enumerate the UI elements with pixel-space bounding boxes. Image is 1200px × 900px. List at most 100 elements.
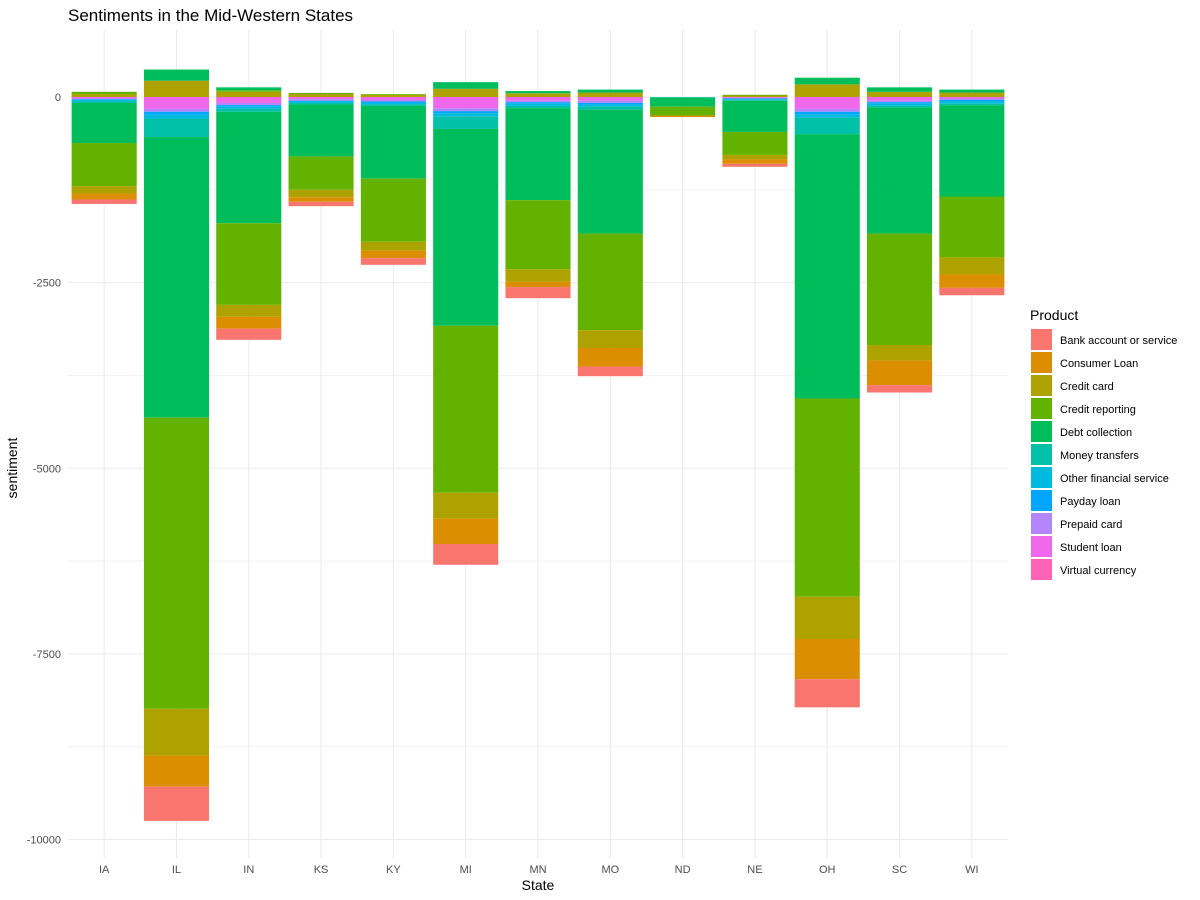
legend-label: Virtual currency xyxy=(1060,565,1137,577)
bar-segment xyxy=(867,344,933,361)
bar-segment xyxy=(794,596,860,640)
bar-segment xyxy=(722,131,788,155)
bar-segment xyxy=(939,196,1005,258)
legend-label: Prepaid card xyxy=(1060,519,1122,531)
bar-segment xyxy=(505,269,571,282)
legend-label: Credit card xyxy=(1060,381,1114,393)
bar-segment xyxy=(794,134,860,399)
bar-segment xyxy=(794,117,860,135)
bar-segment xyxy=(360,104,426,106)
bar-segment xyxy=(216,223,282,305)
y-tick-label: -2500 xyxy=(33,278,61,290)
bar-segment xyxy=(143,97,209,109)
bar-segment xyxy=(505,108,571,201)
bar-segment xyxy=(939,99,1005,102)
x-tick-label: IN xyxy=(243,864,254,876)
bar-segment xyxy=(216,90,282,92)
bar-segment xyxy=(939,287,1005,296)
bar-segment xyxy=(867,91,933,97)
bar-segment xyxy=(722,98,788,100)
bar-segment xyxy=(143,137,209,418)
bar-segment xyxy=(577,233,643,331)
y-axis-title: sentiment xyxy=(4,438,20,499)
bar-segment xyxy=(505,281,571,288)
bar-segment xyxy=(360,94,426,95)
legend-label: Consumer Loan xyxy=(1060,358,1138,370)
y-tick-label: 0 xyxy=(55,92,61,104)
bar-segment xyxy=(216,304,282,317)
bar-segment xyxy=(71,199,137,204)
bar-segment xyxy=(867,233,933,345)
bar-segment xyxy=(433,113,499,117)
bar-segment xyxy=(505,105,571,109)
bar-segment xyxy=(939,103,1005,106)
bar-segment xyxy=(360,258,426,265)
bar-segment xyxy=(722,100,788,132)
bar-segment xyxy=(867,97,933,101)
bar-segment xyxy=(722,99,788,100)
bar-segment xyxy=(722,159,788,164)
legend-label: Credit reporting xyxy=(1060,404,1136,416)
bar-segment xyxy=(288,102,354,105)
bar-segment xyxy=(794,398,860,597)
bar-segment xyxy=(794,679,860,708)
bar-segment xyxy=(288,101,354,103)
x-tick-label: IA xyxy=(99,864,110,876)
x-tick-label: MI xyxy=(460,864,472,876)
bar-segment xyxy=(71,99,137,100)
bar-segment xyxy=(577,106,643,110)
bar-segment xyxy=(143,708,209,756)
legend-swatch xyxy=(1031,329,1052,350)
bar-segment xyxy=(939,274,1005,288)
legend-swatch xyxy=(1031,490,1052,511)
bar-segment xyxy=(433,128,499,326)
bar-segment xyxy=(360,97,426,100)
bar-segment xyxy=(143,755,209,787)
legend-swatch xyxy=(1031,536,1052,557)
bar-segment xyxy=(650,106,716,116)
bar-segment xyxy=(288,97,354,100)
bar-segment xyxy=(216,328,282,340)
bar-segment xyxy=(867,100,933,103)
bar-segment xyxy=(939,98,1005,100)
bar-segment xyxy=(360,101,426,103)
bar-segment xyxy=(288,100,354,102)
bar-segment xyxy=(71,186,137,194)
bar-segment xyxy=(577,347,643,367)
bar-segment xyxy=(650,97,716,98)
legend-swatch xyxy=(1031,467,1052,488)
legend-swatch xyxy=(1031,398,1052,419)
x-axis-title: State xyxy=(522,877,555,893)
bar-segment xyxy=(288,104,354,157)
bar-segment xyxy=(505,93,571,97)
bar-segment xyxy=(794,108,860,112)
bar-segment xyxy=(722,154,788,160)
bar-segment xyxy=(939,101,1005,104)
legend-items: Bank account or service Consumer Loan Cred… xyxy=(1031,329,1177,580)
legend: Product Bank account or service Consumer … xyxy=(1030,307,1177,580)
bar-segment xyxy=(867,103,933,106)
bar-segment xyxy=(722,94,788,96)
bar-segment xyxy=(143,114,209,119)
legend-label: Other financial service xyxy=(1060,473,1169,485)
bar-segment xyxy=(577,102,643,105)
bar-segment xyxy=(360,94,426,97)
x-tick-label: MN xyxy=(529,864,546,876)
bar-segment xyxy=(939,89,1005,93)
bar-segment xyxy=(505,97,571,101)
legend-swatch xyxy=(1031,444,1052,465)
bar-segment xyxy=(577,100,643,103)
bar-segment xyxy=(433,88,499,97)
bar-segment xyxy=(143,118,209,138)
bar-segment xyxy=(360,250,426,259)
bar-segment xyxy=(939,257,1005,275)
bar-segment xyxy=(143,417,209,709)
bar-segment xyxy=(433,108,499,112)
bar-segment xyxy=(867,87,933,92)
bar-segment xyxy=(143,69,209,81)
legend-swatch xyxy=(1031,559,1052,580)
bar-segment xyxy=(433,492,499,519)
bar-segment xyxy=(288,156,354,190)
bar-segment xyxy=(216,91,282,97)
bar-segment xyxy=(433,116,499,129)
